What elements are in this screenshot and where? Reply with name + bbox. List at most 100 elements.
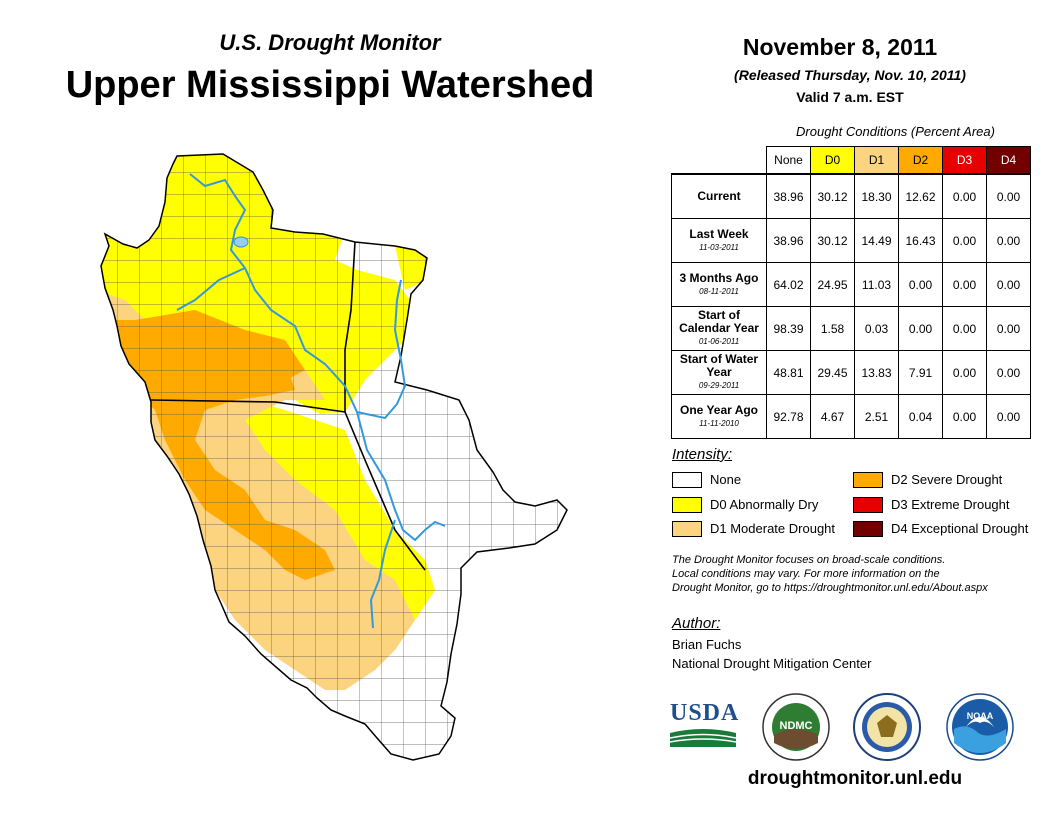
col-d2: D2	[898, 146, 943, 175]
col-none: None	[766, 146, 811, 175]
minnesota-river	[176, 267, 246, 311]
cell-d4: 0.00	[986, 262, 1031, 307]
cell-d3: 0.00	[942, 394, 987, 439]
table-row: Start of Calendar Year 01-06-2011 98.39 1…	[671, 306, 1031, 351]
watershed-outline	[100, 153, 568, 761]
ndmc-logo-text: NDMC	[780, 720, 813, 732]
legend-label-d0: D0 Abnormally Dry	[710, 497, 819, 512]
table-caption: Drought Conditions (Percent Area)	[796, 124, 995, 139]
author-name: Brian Fuchs	[672, 637, 742, 652]
noaa-logo: NOAA	[946, 693, 1014, 761]
cell-d1: 18.30	[854, 173, 899, 219]
author-heading: Author:	[672, 615, 721, 632]
map-date: November 8, 2011	[742, 34, 938, 60]
map-title: Upper Mississippi Watershed	[65, 64, 595, 106]
row-label: 3 Months Ago 08-11-2011	[671, 262, 767, 307]
cell-d0: 24.95	[810, 262, 855, 307]
state-border-mn-ia	[150, 399, 346, 413]
state-border-mn-wi	[344, 241, 356, 412]
cell-d3: 0.00	[942, 306, 987, 351]
note-line: Drought Monitor, go to https://droughtmo…	[672, 582, 988, 594]
disclaimer-note: The Drought Monitor focuses on broad-sca…	[672, 553, 1042, 595]
legend-swatch-d2	[853, 472, 883, 488]
row-label: Start of Water Year 09-29-2011	[671, 350, 767, 395]
ndmc-logo: NDMC	[762, 693, 830, 761]
website-url[interactable]: droughtmonitor.unl.edu	[747, 768, 963, 789]
usda-logo: USDA	[669, 700, 740, 748]
cell-d1: 13.83	[854, 350, 899, 395]
legend-label-d4: D4 Exceptional Drought	[891, 521, 1029, 536]
usda-logo-hills	[669, 729, 737, 747]
cell-none: 98.39	[766, 306, 811, 351]
cell-d4: 0.00	[986, 394, 1031, 439]
cell-d1: 14.49	[854, 218, 899, 263]
row-label: Start of Calendar Year 01-06-2011	[671, 306, 767, 351]
col-d1: D1	[854, 146, 899, 175]
cell-d3: 0.00	[942, 173, 987, 219]
mississippi-river-middle	[356, 411, 446, 542]
mississippi-river-lower	[369, 519, 396, 629]
legend-label-d3: D3 Extreme Drought	[891, 497, 1010, 512]
legend-swatch-d3	[853, 497, 883, 513]
note-line: The Drought Monitor focuses on broad-sca…	[672, 554, 946, 566]
cell-none: 64.02	[766, 262, 811, 307]
commerce-seal-logo	[853, 693, 921, 761]
table-row: Last Week 11-03-2011 38.96 30.12 14.49 16…	[671, 218, 1031, 263]
cell-d2: 0.00	[898, 262, 943, 307]
cell-d3: 0.00	[942, 262, 987, 307]
cell-d4: 0.00	[986, 350, 1031, 395]
cell-none: 48.81	[766, 350, 811, 395]
legend-title: Intensity:	[672, 446, 733, 463]
cell-d0: 30.12	[810, 218, 855, 263]
lake	[233, 236, 249, 248]
cell-d4: 0.00	[986, 173, 1031, 219]
cell-d2: 16.43	[898, 218, 943, 263]
map-subtitle: U.S. Drought Monitor	[219, 30, 441, 55]
drought-conditions-table: None D0 D1 D2 D3 D4 Current 38.96 30.12 …	[671, 146, 1031, 439]
legend-swatch-d4	[853, 521, 883, 537]
noaa-logo-text: NOAA	[967, 711, 994, 721]
author-organization: National Drought Mitigation Center	[672, 656, 872, 671]
cell-d1: 0.03	[854, 306, 899, 351]
release-date: (Released Thursday, Nov. 10, 2011)	[734, 67, 966, 83]
cell-d2: 0.04	[898, 394, 943, 439]
cell-none: 92.78	[766, 394, 811, 439]
col-d0: D0	[810, 146, 855, 175]
cell-d1: 2.51	[854, 394, 899, 439]
cell-d3: 0.00	[942, 218, 987, 263]
table-row: Current 38.96 30.12 18.30 12.62 0.00 0.0…	[671, 173, 1031, 219]
table-header-row: None D0 D1 D2 D3 D4	[672, 146, 1031, 175]
valid-time: Valid 7 a.m. EST	[796, 89, 904, 105]
table-row: One Year Ago 11-11-2010 92.78 4.67 2.51 0…	[671, 394, 1031, 439]
legend-label-none: None	[710, 472, 742, 487]
legend-swatch-none	[672, 472, 702, 488]
row-label: One Year Ago 11-11-2010	[671, 394, 767, 439]
table-corner	[672, 147, 767, 175]
cell-d0: 30.12	[810, 173, 855, 219]
col-d3: D3	[942, 146, 987, 175]
cell-d4: 0.00	[986, 218, 1031, 263]
note-line: Local conditions may vary. For more info…	[672, 568, 940, 580]
cell-d3: 0.00	[942, 350, 987, 395]
cell-d2: 12.62	[898, 173, 943, 219]
legend-swatch-d1	[672, 521, 702, 537]
cell-d2: 0.00	[898, 306, 943, 351]
cell-d1: 11.03	[854, 262, 899, 307]
col-d4: D4	[986, 146, 1031, 175]
cell-d0: 29.45	[810, 350, 855, 395]
legend-label-d2: D2 Severe Drought	[891, 472, 1003, 487]
drought-map	[100, 153, 568, 761]
row-label: Current	[671, 173, 767, 219]
cell-d2: 7.91	[898, 350, 943, 395]
table-row: Start of Water Year 09-29-2011 48.81 29.4…	[671, 350, 1031, 395]
row-label: Last Week 11-03-2011	[671, 218, 767, 263]
mississippi-river-upper	[189, 173, 407, 420]
table-row: 3 Months Ago 08-11-2011 64.02 24.95 11.03…	[671, 262, 1031, 307]
cell-none: 38.96	[766, 218, 811, 263]
state-border-ia-il	[344, 411, 426, 571]
cell-none: 38.96	[766, 173, 811, 219]
usda-logo-text: USDA	[670, 700, 740, 726]
legend-label-d1: D1 Moderate Drought	[710, 521, 836, 536]
legend-swatch-d0	[672, 497, 702, 513]
cell-d0: 1.58	[810, 306, 855, 351]
